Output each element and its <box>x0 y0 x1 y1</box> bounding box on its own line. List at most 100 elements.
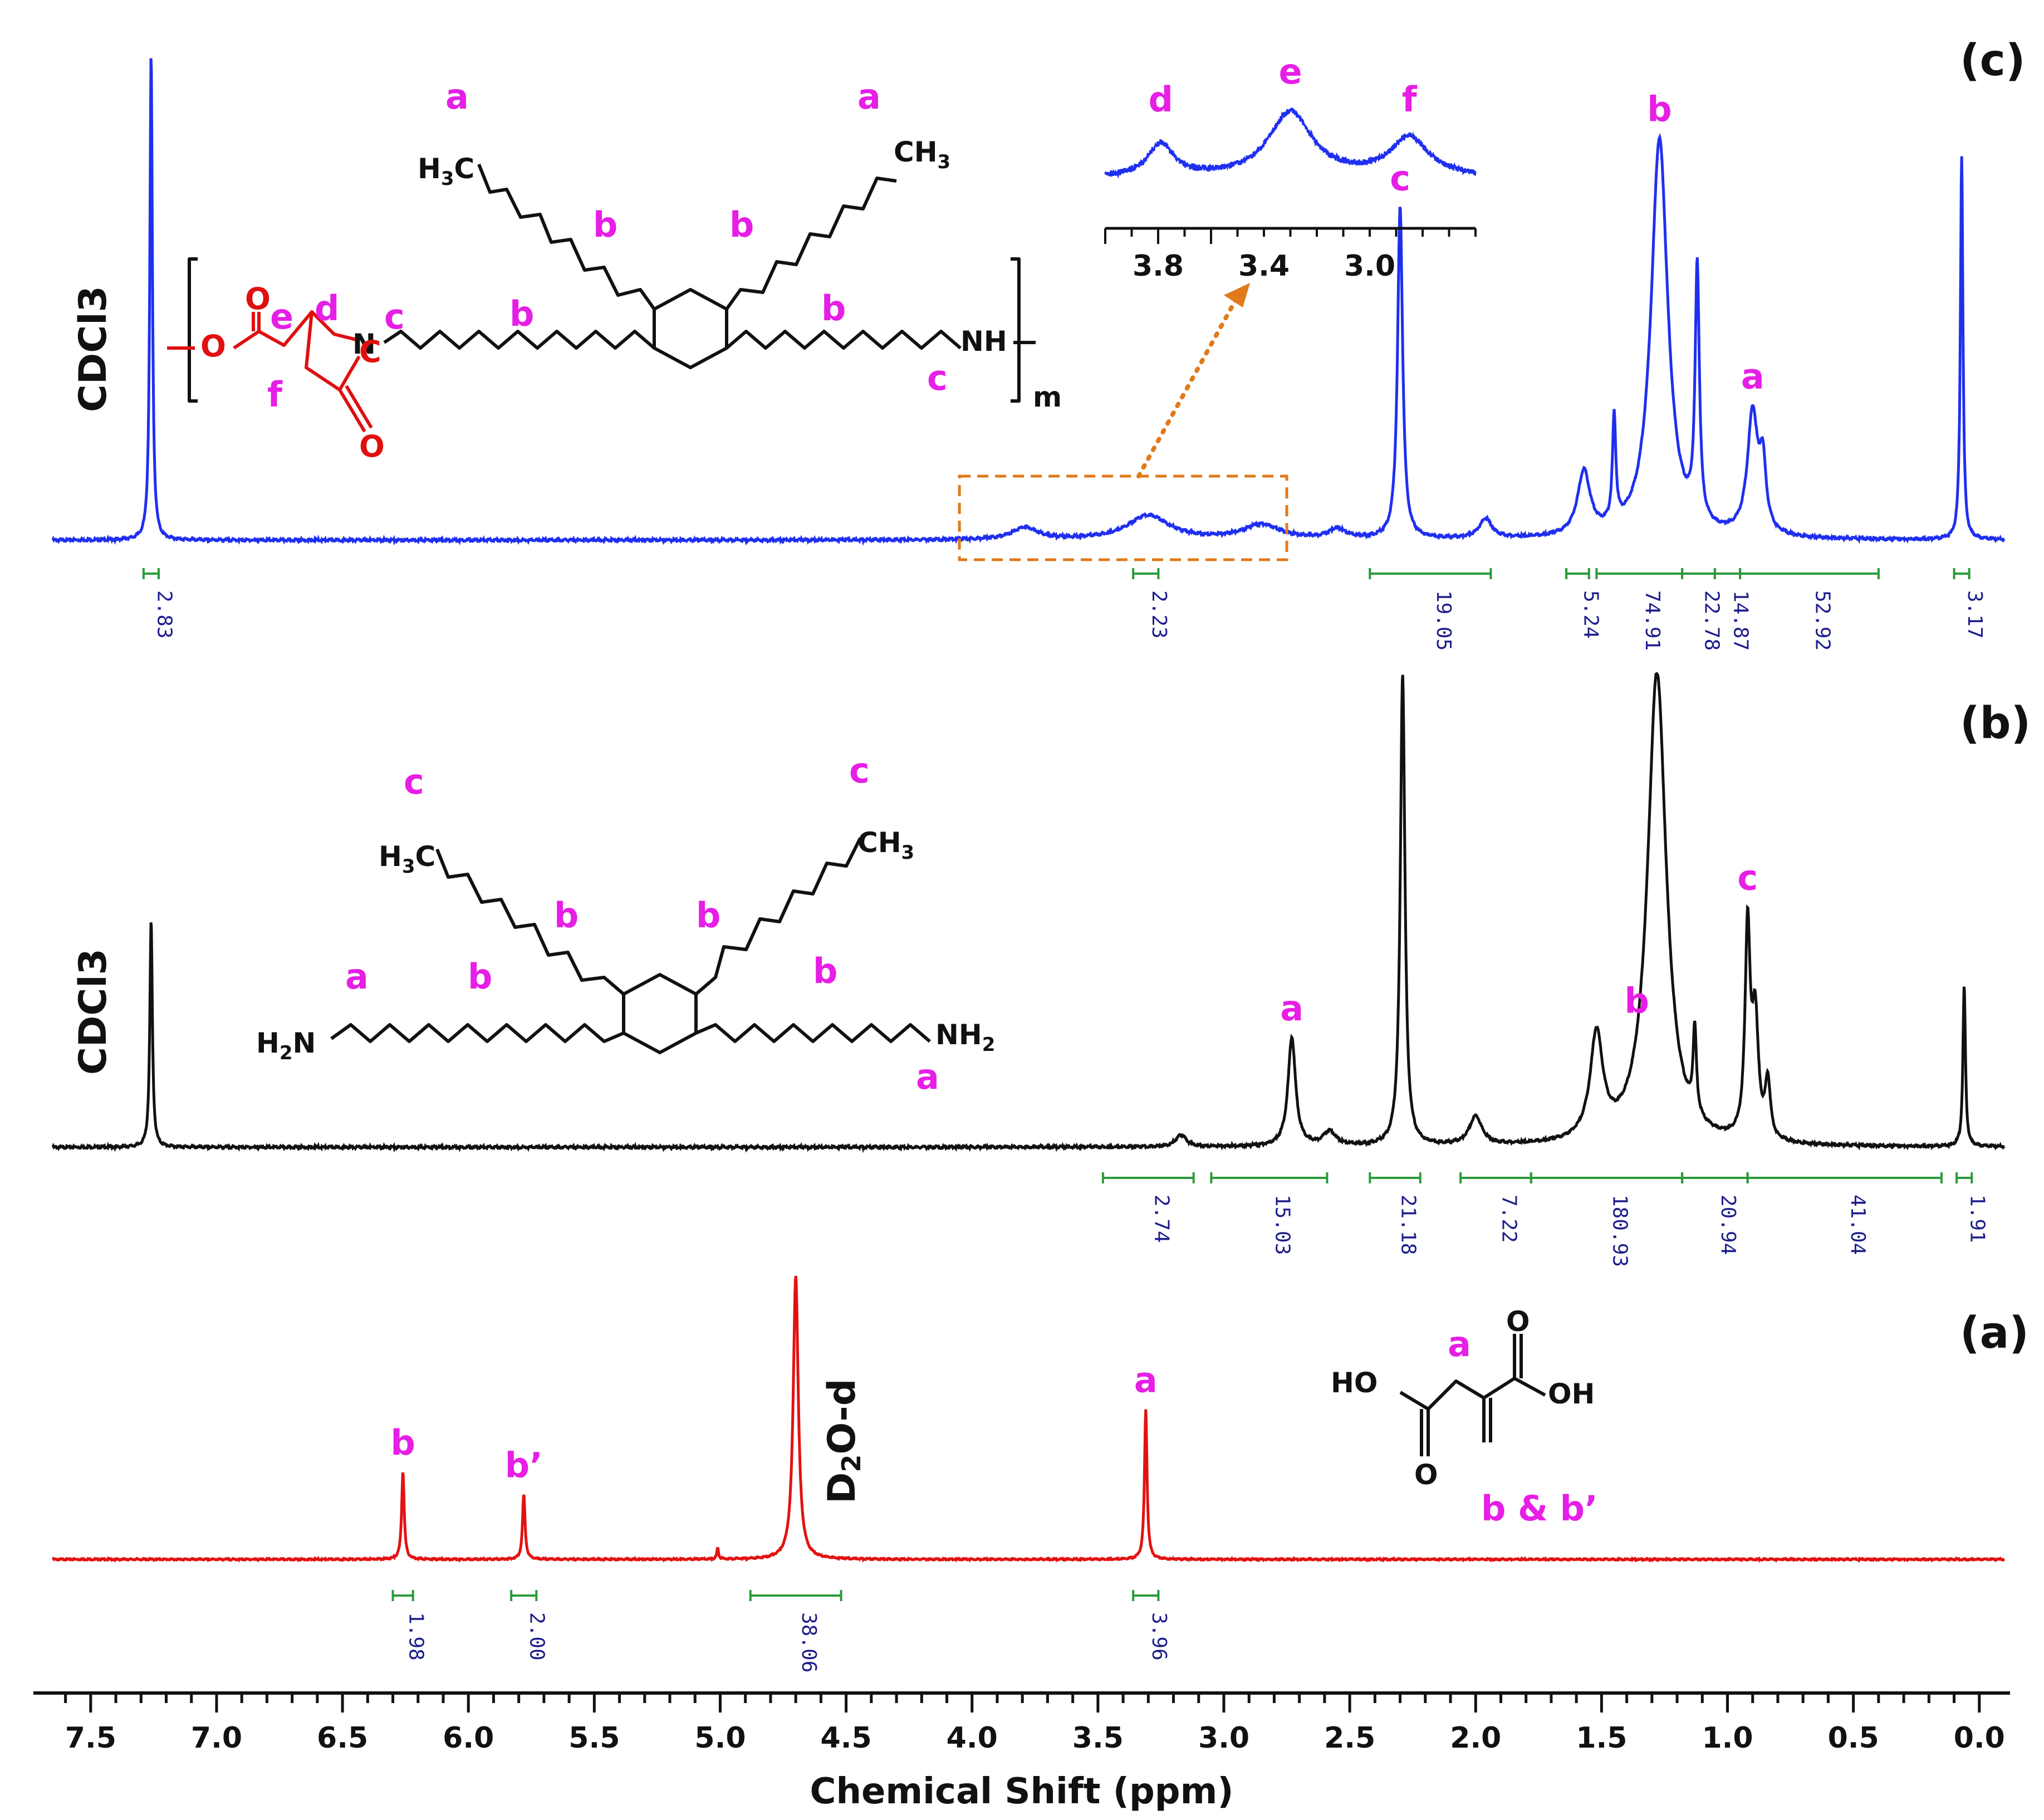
peak-label-c-0: c <box>1390 158 1410 199</box>
integral-value-c-3: 5.24 <box>1579 590 1602 639</box>
x-tick-label-10: 2.5 <box>1324 1721 1375 1755</box>
svg-text:e: e <box>270 296 293 337</box>
integral-value-c-5: 22.78 <box>1700 590 1723 650</box>
x-tick-label-0: 7.5 <box>65 1721 116 1755</box>
spectrum-b-layer <box>51 672 2006 1153</box>
zoom-arrow <box>1136 292 1241 478</box>
x-tick-label-14: 0.5 <box>1828 1721 1879 1755</box>
svg-text:c: c <box>927 358 948 398</box>
integral-value-c-1: 2.23 <box>1148 590 1170 639</box>
structure-b-text: H3C CH3 H2N NH2 c c b b a b b a <box>256 750 995 1097</box>
inset-ticks: 3.8 3.4 3.0 <box>1104 228 1477 283</box>
svg-text:d: d <box>315 288 339 329</box>
svg-text:m: m <box>1033 381 1062 413</box>
inset-peak-labels: d e f <box>1149 51 1418 120</box>
svg-text:HO: HO <box>1331 1367 1378 1399</box>
integral-value-c-8: 3.17 <box>1963 590 1986 639</box>
svg-text:b: b <box>509 293 534 334</box>
svg-text:b: b <box>554 895 579 936</box>
peak-label-a-0: b <box>390 1422 415 1463</box>
integral-value-b-3: 7.22 <box>1497 1195 1520 1243</box>
integral-value-b-4: 180.93 <box>1608 1195 1631 1267</box>
inset-peak-label-0: d <box>1149 79 1173 120</box>
svg-text:a: a <box>857 76 881 117</box>
x-tick-label-8: 3.5 <box>1072 1721 1124 1755</box>
x-tick-label-12: 1.5 <box>1576 1721 1627 1755</box>
peak-label-a-1: b’ <box>505 1445 543 1486</box>
inset-trace <box>1104 107 1477 179</box>
peak-labels-a: b b’ a <box>390 1360 1157 1486</box>
peak-labels-c: c b a <box>1390 89 1764 397</box>
integral-value-a-0: 1.98 <box>405 1612 428 1661</box>
integral-value-c-6: 14.87 <box>1729 590 1752 650</box>
structure-c <box>167 163 1036 433</box>
svg-text:NH2: NH2 <box>935 1019 995 1056</box>
x-ticks: 7.5 7.0 6.5 6.0 5.5 5.0 4.5 4.0 3.5 3.0 2.5 2.0 1.5 1… <box>64 1693 2005 1755</box>
peak-label-b-2: c <box>1737 857 1758 898</box>
svg-text:b & b’: b & b’ <box>1481 1488 1598 1529</box>
x-tick-label-6: 4.5 <box>821 1721 872 1755</box>
svg-text:O: O <box>1414 1459 1438 1491</box>
svg-text:H3C: H3C <box>418 153 474 190</box>
spectrum-trace-b <box>51 672 2006 1153</box>
svg-text:C: C <box>359 334 381 369</box>
svg-text:c: c <box>849 750 870 791</box>
zoom-arrow-head <box>1224 283 1250 307</box>
peak-label-b-1: b <box>1625 980 1649 1021</box>
x-tick-label-11: 2.0 <box>1450 1721 1501 1755</box>
svg-text:N: N <box>352 328 376 360</box>
x-tick-label-1: 7.0 <box>191 1721 242 1755</box>
peak-labels-b: a b c <box>1280 857 1758 1029</box>
svg-text:c: c <box>384 296 405 337</box>
zoom-box <box>958 474 1288 561</box>
inset-peak-label-2: f <box>1402 79 1418 120</box>
integral-value-b-0: 2.74 <box>1150 1195 1173 1243</box>
x-tick-label-7: 4.0 <box>947 1721 998 1755</box>
solvent-label-a: D2O-d <box>820 1379 866 1504</box>
peak-label-c-1: b <box>1647 89 1672 129</box>
x-axis-label: Chemical Shift (ppm) <box>810 1771 1233 1812</box>
integral-value-b-1: 15.03 <box>1271 1195 1293 1255</box>
inset-peak-label-1: e <box>1278 51 1302 92</box>
panel-label-a: (a) <box>1960 1308 2029 1358</box>
integral-value-c-4: 74.91 <box>1641 590 1664 650</box>
x-tick-label-5: 5.0 <box>694 1721 746 1755</box>
svg-text:b: b <box>468 956 492 997</box>
svg-text:a: a <box>445 76 469 117</box>
svg-text:O: O <box>359 429 385 464</box>
svg-text:b: b <box>729 204 754 245</box>
svg-text:CH3: CH3 <box>894 136 950 173</box>
spectrum-trace-a <box>51 1275 2006 1563</box>
integrals-b: 2.74 15.03 21.18 7.22 180.93 20.94 41.04 1.91 <box>1101 1172 1989 1267</box>
svg-text:a: a <box>916 1056 939 1097</box>
svg-text:a: a <box>345 956 369 997</box>
svg-text:a: a <box>1448 1324 1471 1364</box>
integral-value-a-3: 3.96 <box>1148 1612 1170 1661</box>
integral-value-b-6: 41.04 <box>1846 1195 1869 1255</box>
svg-text:H2N: H2N <box>256 1027 316 1064</box>
svg-text:b: b <box>821 288 846 329</box>
svg-text:NH: NH <box>960 325 1007 358</box>
inset-tick-label-1: 3.4 <box>1238 249 1290 283</box>
x-tick-label-15: 0.0 <box>1954 1721 2005 1755</box>
integral-value-c-2: 19.05 <box>1432 590 1455 650</box>
x-tick-label-4: 5.5 <box>568 1721 620 1755</box>
svg-text:b: b <box>813 951 837 991</box>
inset-tick-label-0: 3.8 <box>1133 249 1184 283</box>
panel-c: (c) CDCl3 2.83 2.23 19.05 5.24 74.91 22.78 14.… <box>51 36 2026 650</box>
integral-value-b-5: 20.94 <box>1717 1195 1739 1255</box>
x-tick-label-2: 6.5 <box>317 1721 368 1755</box>
inset-c: 3.8 3.4 3.0 d e f <box>1104 51 1477 283</box>
svg-text:O: O <box>245 281 271 316</box>
solvent-label-b: CDCl3 <box>71 948 115 1075</box>
integrals-a: 1.98 2.00 38.06 3.96 <box>391 1590 1170 1672</box>
peak-label-b-0: a <box>1280 988 1303 1029</box>
spectrum-a-layer <box>51 1275 2006 1563</box>
structure-b <box>330 837 931 1054</box>
svg-text:b: b <box>593 204 617 245</box>
solvent-label-c: CDCl3 <box>71 286 115 412</box>
svg-text:b: b <box>696 895 720 936</box>
x-tick-label-9: 3.0 <box>1198 1721 1249 1755</box>
integral-value-b-2: 21.18 <box>1397 1195 1420 1255</box>
